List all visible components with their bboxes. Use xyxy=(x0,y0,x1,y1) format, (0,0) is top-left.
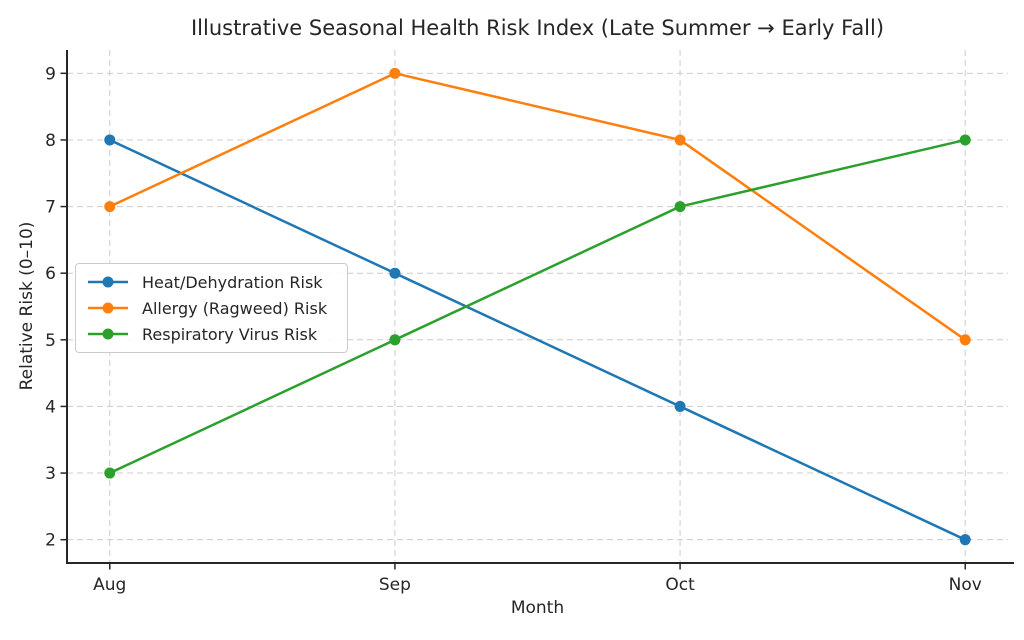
legend-marker-icon xyxy=(88,328,128,340)
data-point-allergy-ragweed-risk xyxy=(959,334,971,346)
series-line-heat-dehydration-risk xyxy=(108,138,967,541)
data-point-allergy-ragweed-risk xyxy=(674,134,686,146)
legend-marker-icon xyxy=(88,276,128,288)
legend-item: Respiratory Virus Risk xyxy=(86,321,337,347)
data-point-respiratory-virus-risk xyxy=(674,201,686,213)
data-point-allergy-ragweed-risk xyxy=(104,201,116,213)
legend-label: Heat/Dehydration Risk xyxy=(142,272,323,292)
x-axis-label: Month xyxy=(510,598,565,618)
y-tick-label: 5 xyxy=(45,331,56,351)
y-axis-label: Relative Risk (0–10) xyxy=(17,221,37,391)
chart-title: Illustrative Seasonal Health Risk Index … xyxy=(190,16,885,40)
data-point-respiratory-virus-risk xyxy=(959,134,971,146)
y-tick-label: 2 xyxy=(45,531,56,551)
x-tick-label: Nov xyxy=(949,575,982,595)
legend-label: Allergy (Ragweed) Risk xyxy=(142,298,328,318)
legend-item: Allergy (Ragweed) Risk xyxy=(86,295,337,321)
data-point-heat-dehydration-risk xyxy=(104,134,116,146)
data-point-respiratory-virus-risk xyxy=(389,334,401,346)
y-tick-label: 3 xyxy=(45,464,56,484)
series-line-allergy-ragweed-risk xyxy=(108,72,967,342)
data-point-respiratory-virus-risk xyxy=(104,467,116,479)
data-point-heat-dehydration-risk xyxy=(674,400,686,412)
x-tick-label: Sep xyxy=(379,575,411,595)
data-point-heat-dehydration-risk xyxy=(389,267,401,279)
legend-label: Respiratory Virus Risk xyxy=(142,324,318,344)
x-tick-label: Aug xyxy=(93,575,126,595)
data-point-heat-dehydration-risk xyxy=(959,534,971,546)
y-tick-label: 4 xyxy=(45,397,56,417)
legend: Heat/Dehydration Risk Allergy (Ragweed) … xyxy=(75,263,348,353)
series-line-respiratory-virus-risk xyxy=(108,138,967,475)
y-tick-label: 6 xyxy=(45,264,56,284)
y-tick-label: 9 xyxy=(45,64,56,84)
data-point-allergy-ragweed-risk xyxy=(389,67,401,79)
y-tick-label: 8 xyxy=(45,131,56,151)
x-tick-label: Oct xyxy=(665,575,695,595)
legend-marker-icon xyxy=(88,302,128,314)
legend-item: Heat/Dehydration Risk xyxy=(86,269,337,295)
y-tick-label: 7 xyxy=(45,198,56,218)
